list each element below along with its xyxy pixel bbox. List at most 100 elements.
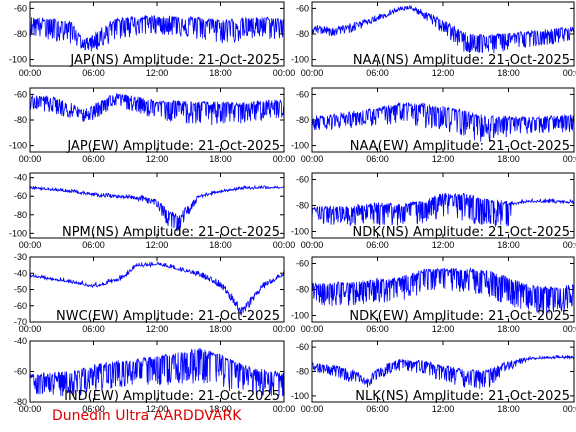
y-tick-label: -80 — [296, 201, 309, 211]
x-tick-label: 00:00 — [301, 240, 324, 250]
x-tick-label: 00:00 — [563, 324, 576, 334]
y-tick-label: -100 — [291, 141, 309, 151]
panel-title: IND(EW) Amplitude: 21-Oct-2025 — [64, 389, 280, 404]
y-tick-label: -100 — [9, 141, 27, 151]
amplitude-trace — [312, 101, 574, 143]
x-tick-label: 12:00 — [432, 324, 455, 334]
y-tick-label: -80 — [296, 285, 309, 295]
panel-title: JAP(EW) Amplitude: 21-Oct-2025 — [66, 139, 280, 154]
panel-7: 00:00 06:00 12:00 18:00 00:00-70-60-50-40-30… — [14, 252, 295, 334]
y-tick-label: -80 — [296, 29, 309, 39]
y-tick-label: -80 — [14, 29, 27, 39]
x-tick-label: 06:00 — [366, 324, 389, 334]
x-tick-label: 18:00 — [209, 324, 232, 334]
y-tick-label: -70 — [14, 317, 27, 327]
y-tick-label: -40 — [14, 268, 27, 278]
x-tick-label: 18:00 — [209, 404, 232, 414]
y-tick-label: -80 — [296, 367, 309, 377]
x-tick-label: 18:00 — [497, 240, 520, 250]
x-tick-label: 12:00 — [432, 240, 455, 250]
x-tick-label: 06:00 — [82, 240, 105, 250]
amplitude-trace — [30, 92, 284, 126]
x-tick-label: 06:00 — [82, 68, 105, 78]
amplitude-trace — [30, 348, 284, 397]
y-tick-label: -60 — [296, 259, 309, 269]
x-tick-label: 18:00 — [497, 404, 520, 414]
x-tick-label: 00:00 — [19, 404, 42, 414]
y-tick-label: -100 — [9, 55, 27, 65]
y-tick-label: -100 — [291, 227, 309, 237]
panel-title: JAP(NS) Amplitude: 21-Oct-2025 — [69, 53, 280, 68]
y-tick-label: -80 — [14, 210, 27, 220]
panel-9: 00:00 06:00 12:00 18:00 00:00-80-60-40IND(EW… — [14, 336, 295, 414]
x-tick-label: 00:00 — [19, 324, 42, 334]
y-tick-label: -50 — [14, 285, 27, 295]
x-tick-label: 18:00 — [209, 154, 232, 164]
x-tick-label: 12:00 — [146, 324, 169, 334]
amplitude-trace — [312, 354, 574, 389]
panel-title: NAA(EW) Amplitude: 21-Oct-2025 — [350, 139, 570, 154]
x-tick-label: 12:00 — [432, 68, 455, 78]
panel-title: NAA(NS) Amplitude: 21-Oct-2025 — [353, 53, 570, 68]
panel-title: NLK(NS) Amplitude: 21-Oct-2025 — [355, 389, 570, 404]
y-tick-label: -100 — [291, 55, 309, 65]
y-tick-label: -80 — [296, 115, 309, 125]
x-tick-label: 06:00 — [82, 154, 105, 164]
y-tick-label: -40 — [14, 173, 27, 183]
station-credit: Dunedin Ultra AARDDVARK — [52, 408, 242, 424]
y-tick-label: -60 — [14, 191, 27, 201]
panel-8: 00:00 06:00 12:00 18:00 00:00 -100 -80 -60 NDK(E… — [291, 256, 576, 334]
panel-title: NDK(NS) Amplitude: 21-Oct-2025 — [353, 225, 571, 240]
x-tick-label: 00:00 — [563, 68, 576, 78]
x-tick-label: 18:00 — [497, 68, 520, 78]
panel-10: 00:00 06:00 12:00 18:00 00:00 -100 -80 -60 NLK(N… — [291, 340, 576, 414]
y-tick-label: -80 — [14, 115, 27, 125]
panel-4: 00:00 06:00 12:00 18:00 00:00 -100 -80 -60 NAA(E… — [291, 87, 576, 164]
amplitude-trace — [30, 184, 284, 232]
y-tick-label: -80 — [14, 397, 27, 407]
y-tick-label: -60 — [14, 3, 27, 13]
y-tick-label: -100 — [291, 391, 309, 401]
x-tick-label: 00:00 — [273, 68, 296, 78]
x-tick-label: 00:00 — [301, 154, 324, 164]
y-tick-label: -60 — [296, 342, 309, 352]
y-tick-label: -40 — [14, 336, 27, 346]
x-tick-label: 18:00 — [497, 324, 520, 334]
x-tick-label: 00:00 — [19, 68, 42, 78]
x-tick-label: 12:00 — [146, 68, 169, 78]
x-tick-label: 00:00 — [273, 324, 296, 334]
x-tick-label: 00:00 — [563, 240, 576, 250]
amplitude-trace — [312, 4, 574, 54]
x-tick-label: 12:00 — [146, 240, 169, 250]
y-tick-label: -60 — [14, 301, 27, 311]
x-tick-label: 06:00 — [366, 154, 389, 164]
x-tick-label: 00:00 — [301, 68, 324, 78]
x-tick-label: 12:00 — [146, 154, 169, 164]
y-tick-label: -60 — [296, 89, 309, 99]
x-tick-label: 00:00 — [563, 154, 576, 164]
x-tick-label: 00:00 — [563, 404, 576, 414]
y-tick-label: -60 — [14, 89, 27, 99]
x-tick-label: 00:00 — [273, 404, 296, 414]
x-tick-label: 18:00 — [209, 240, 232, 250]
panel-6: 00:00 06:00 12:00 18:00 00:00 -100 -80 -60 NDK(N… — [291, 172, 576, 250]
amplitude-trace — [312, 193, 574, 227]
x-tick-label: 12:00 — [432, 154, 455, 164]
amplitude-trace — [30, 14, 284, 52]
y-tick-label: -60 — [296, 175, 309, 185]
x-tick-label: 06:00 — [366, 404, 389, 414]
x-tick-label: 00:00 — [273, 240, 296, 250]
panel-2: 00:00 06:00 12:00 18:00 00:00 -100 -80 -60 NAA(N… — [291, 1, 576, 78]
y-tick-label: -30 — [14, 252, 27, 262]
x-tick-label: 00:00 — [301, 324, 324, 334]
x-tick-label: 00:00 — [19, 154, 42, 164]
amplitude-trace — [312, 266, 574, 314]
y-tick-label: -60 — [14, 367, 27, 377]
panel-1: 00:00 06:00 12:00 18:00 00:00 -100 -80 -60 JAP(N… — [9, 1, 296, 78]
y-tick-label: -60 — [296, 3, 309, 13]
panel-title: NDK(EW) Amplitude: 21-Oct-2025 — [349, 309, 570, 324]
panel-title: NWC(EW) Amplitude: 21-Oct-2025 — [56, 309, 280, 324]
x-tick-label: 00:00 — [19, 240, 42, 250]
